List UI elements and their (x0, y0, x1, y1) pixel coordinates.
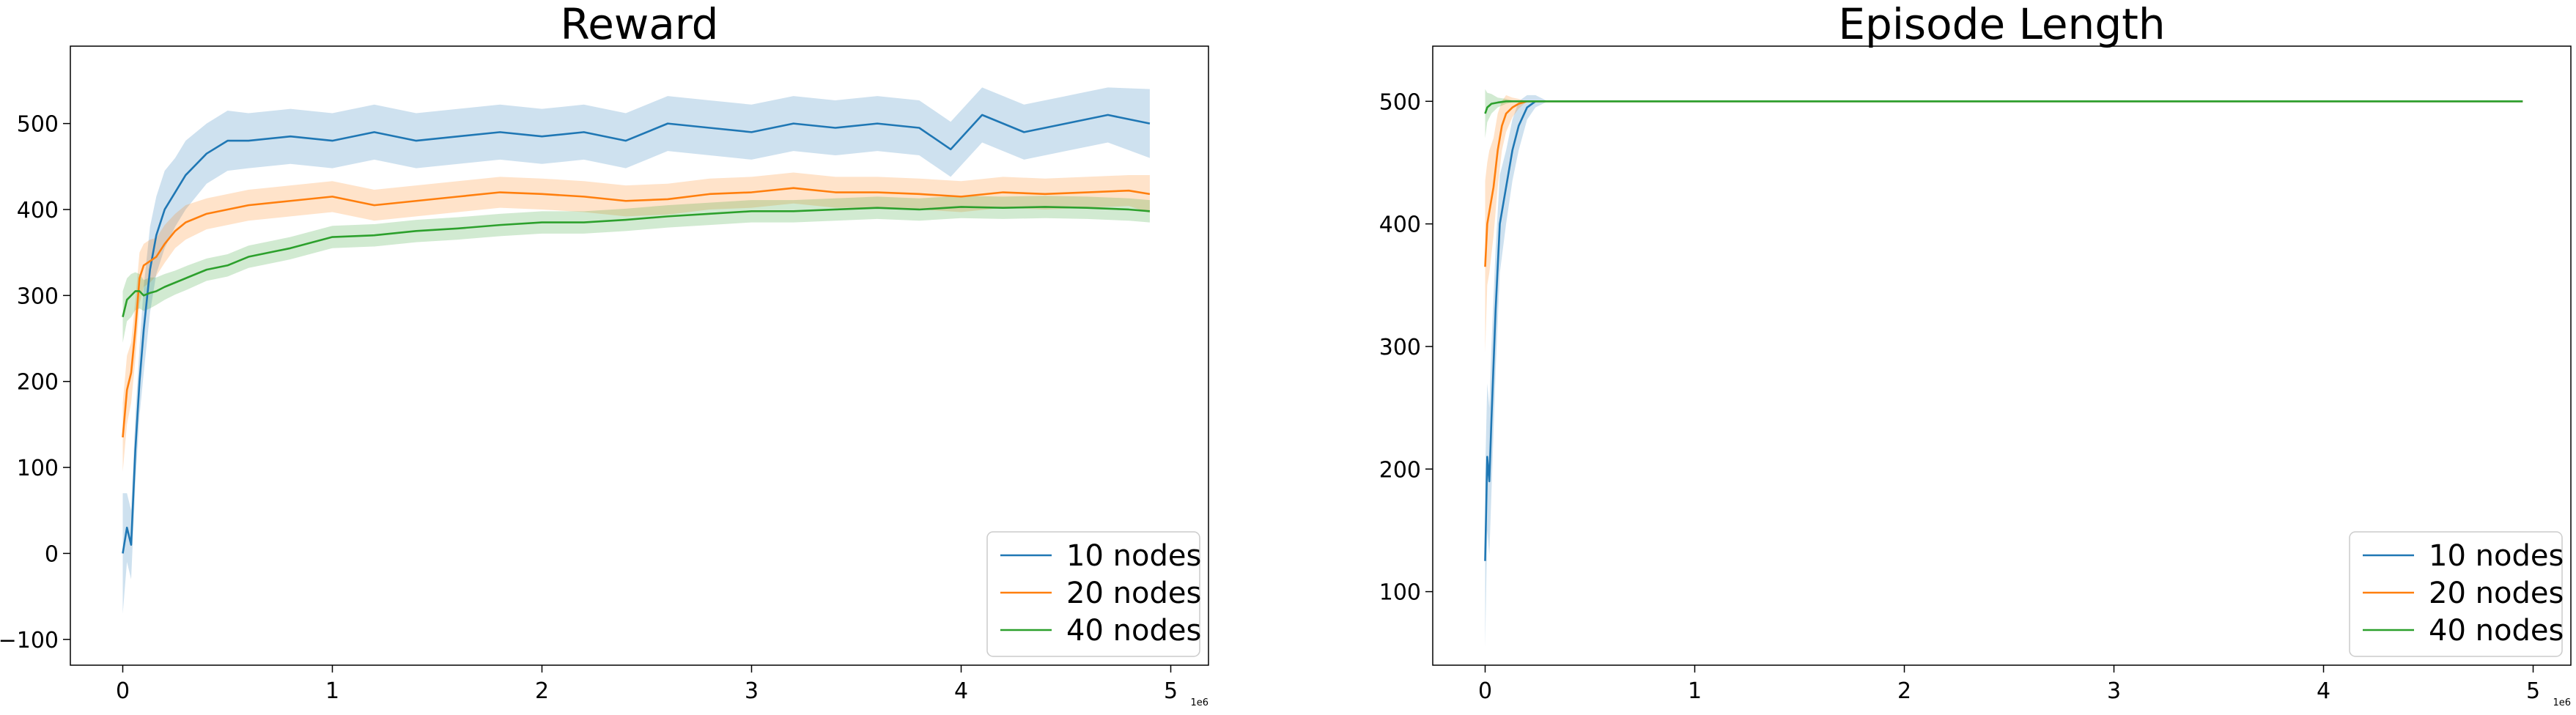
y-tick-label: 300 (1379, 335, 1421, 360)
x-tick-label: 4 (954, 678, 968, 704)
x-offset-label: 1e6 (2553, 697, 2571, 708)
y-tick-label: 100 (1379, 580, 1421, 606)
y-tick-label: −100 (0, 628, 59, 653)
legend-label-3: 40 nodes (1066, 614, 1201, 648)
y-tick-label: 300 (17, 284, 59, 309)
y-tick-label: 400 (1379, 212, 1421, 238)
series-band-2 (122, 172, 1150, 472)
plot-frame (70, 45, 1209, 666)
legend (986, 531, 1200, 657)
series-line-3 (1484, 100, 2523, 114)
legend-label-2: 20 nodes (2429, 577, 2564, 610)
x-tick-label: 3 (2107, 678, 2121, 704)
x-tick-label: 5 (2526, 678, 2540, 704)
x-tick-label: 0 (116, 678, 130, 704)
x-tick-label: 5 (1164, 678, 1178, 704)
x-offset-label: 1e6 (1190, 697, 1208, 708)
legend-label-3: 40 nodes (2429, 614, 2564, 648)
y-tick-label: 200 (17, 370, 59, 396)
episode-length-chart: Episode Length 0 1 2 3 4 5 1e6 100 200 300 400 500 10… (1379, 0, 2572, 708)
y-tick-label: 200 (1379, 457, 1421, 483)
x-tick-label: 0 (1478, 678, 1492, 704)
plot-frame (1432, 45, 2572, 666)
legend-label-1: 10 nodes (2429, 539, 2564, 573)
series-band-3 (1485, 89, 2523, 138)
y-tick-label: 500 (1379, 89, 1421, 115)
y-tick-label: 400 (17, 198, 59, 223)
legend-label-1: 10 nodes (1066, 539, 1201, 573)
series-line-2 (1484, 100, 2523, 267)
legend (2349, 531, 2563, 657)
series-band-2 (1485, 95, 2523, 353)
series-band-3 (122, 196, 1150, 343)
series-line-2 (122, 187, 1151, 438)
x-tick-label: 2 (535, 678, 549, 704)
reward-chart: Reward 0 1 2 3 4 5 1e6 −100 0 100 200 300 400 500 10 no… (0, 0, 1209, 708)
chart-title: Reward (561, 0, 719, 49)
y-tick-label: 0 (45, 541, 59, 567)
series-line-1 (1484, 100, 2523, 561)
series-band-1 (122, 87, 1150, 614)
x-tick-label: 4 (2317, 678, 2330, 704)
x-tick-label: 3 (745, 678, 759, 704)
series-line-1 (122, 114, 1151, 554)
series-line-3 (122, 206, 1151, 317)
x-tick-label: 1 (1688, 678, 1702, 704)
chart-title: Episode Length (1838, 0, 2165, 49)
x-tick-label: 2 (1897, 678, 1911, 704)
y-tick-label: 500 (17, 112, 59, 138)
x-tick-label: 1 (325, 678, 339, 704)
y-tick-label: 100 (17, 456, 59, 481)
legend-label-2: 20 nodes (1066, 577, 1201, 610)
